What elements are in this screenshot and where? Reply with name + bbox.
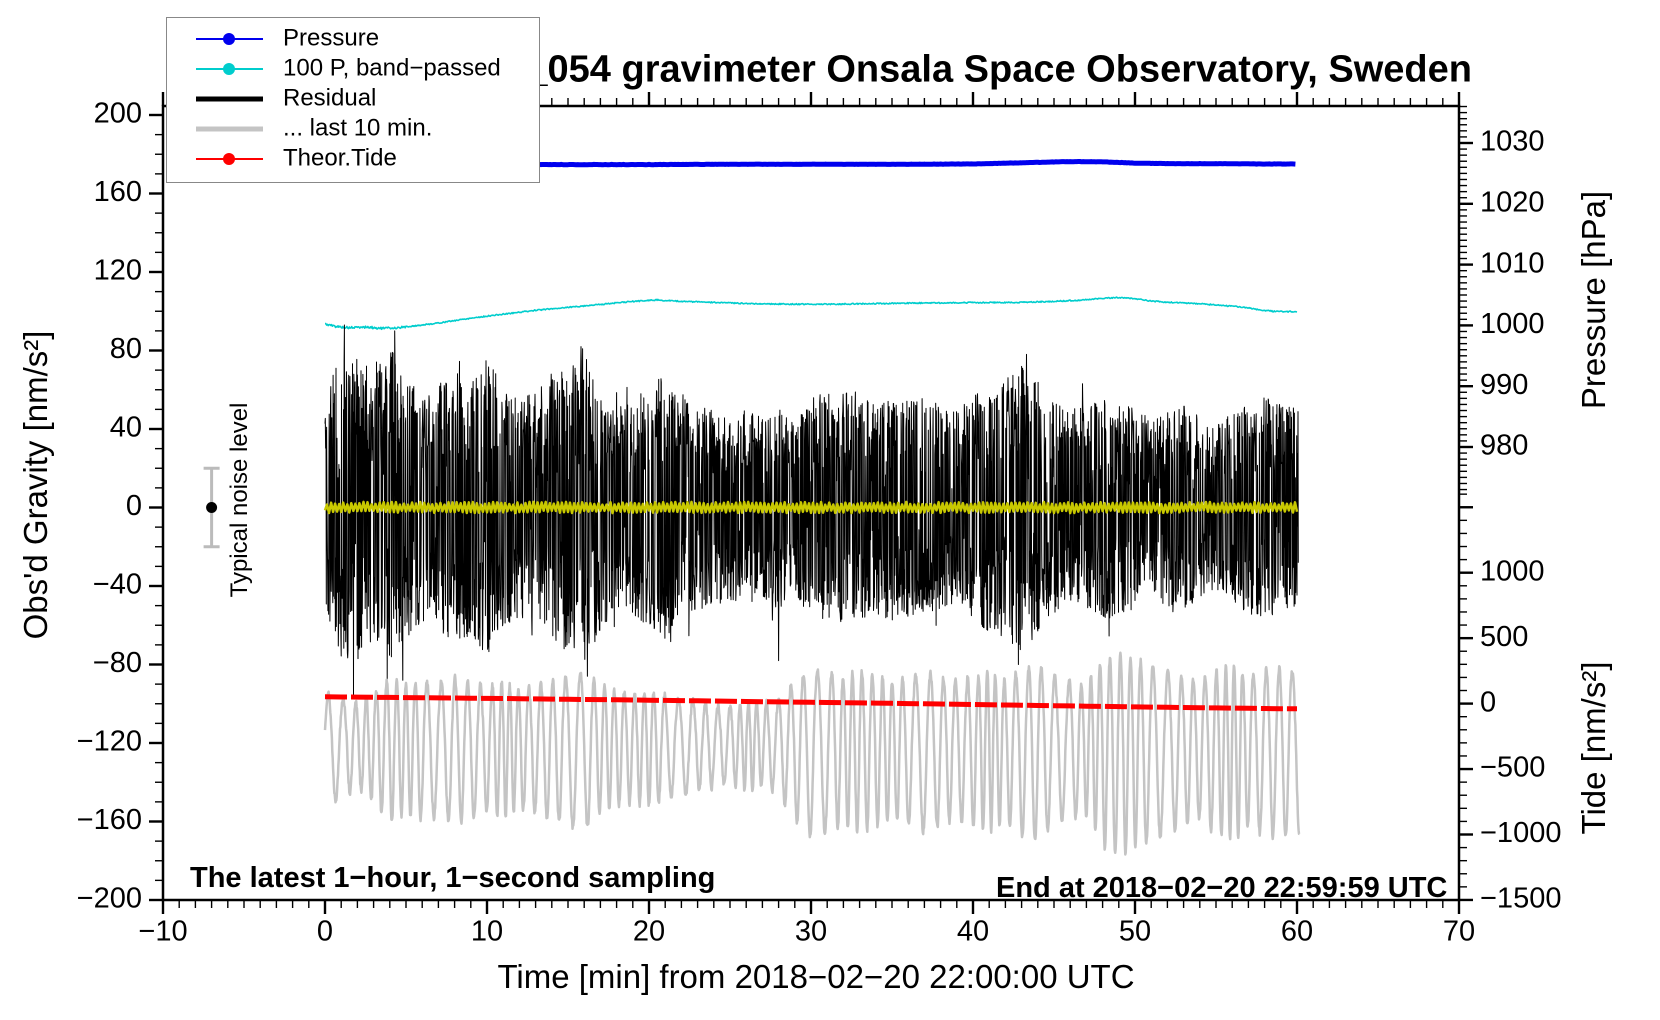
legend-label: ... last 10 min.: [283, 114, 433, 142]
tick-label: −160: [77, 804, 142, 836]
legend-swatch: [196, 126, 263, 132]
tick-label: 1010: [1480, 247, 1545, 279]
tick-label: 1000: [1480, 308, 1545, 340]
tick-label: 120: [94, 255, 142, 287]
tick-label: 160: [94, 176, 142, 208]
tick-label: −1500: [1480, 883, 1561, 915]
y-axis-right-tide-title: Tide [nm/s²]: [1575, 661, 1612, 835]
legend-label: Theor.Tide: [283, 144, 397, 172]
tick-label: 80: [110, 333, 142, 365]
tick-label: 40: [957, 916, 989, 948]
legend-box: Pressure 100 P, band−passed Residual... la…: [166, 17, 540, 183]
series-layer: [323, 159, 1301, 856]
tick-label: 0: [1480, 686, 1496, 718]
legend-swatch: [196, 63, 263, 75]
series-last-10-min: [323, 651, 1301, 856]
tick-label: 50: [1119, 916, 1151, 948]
annotation-end-time: End at 2018−02−20 22:59:59 UTC: [996, 872, 1448, 904]
tick-label: 70: [1443, 916, 1475, 948]
tick-label: 1000: [1480, 555, 1545, 587]
legend-item-2: Residual: [167, 84, 539, 114]
legend-item-3: ... last 10 min.: [167, 114, 539, 144]
plot-frame: [161, 104, 1461, 902]
legend-swatch: [196, 153, 263, 165]
tick-label: 1020: [1480, 186, 1545, 218]
tick-label: 990: [1480, 369, 1528, 401]
tick-label: 200: [94, 98, 142, 130]
tick-label: −120: [77, 726, 142, 758]
tick-label: 980: [1480, 430, 1528, 462]
legend-label: Pressure: [283, 24, 380, 52]
legend-item-1: 100 P, band−passed: [167, 54, 539, 84]
noise-level-label: Typical noise level: [226, 402, 253, 598]
tick-label: 30: [795, 916, 827, 948]
axes-layer: −10 0 10 20 30 40 50 60 7020016012080400−40−80−1…: [77, 92, 1561, 948]
legend-swatch: [196, 33, 263, 45]
noise-level-marker: [203, 466, 220, 549]
tick-label: −500: [1480, 752, 1545, 784]
chart-title: SCG_054 gravimeter Onsala Space Observat…: [444, 48, 1472, 91]
tick-label: −80: [93, 647, 142, 679]
tick-label: −10: [138, 916, 187, 948]
tick-label: 10: [471, 916, 503, 948]
tick-label: −40: [93, 569, 142, 601]
legend-label: Residual: [283, 84, 377, 112]
legend-item-4: Theor.Tide: [167, 144, 539, 174]
tick-label: 500: [1480, 621, 1528, 653]
tick-label: 60: [1281, 916, 1313, 948]
tick-label: 0: [317, 916, 333, 948]
series-residual-smoothed: [323, 500, 1299, 515]
tick-label: 1030: [1480, 126, 1545, 158]
tick-label: 20: [633, 916, 665, 948]
legend-item-0: Pressure: [167, 24, 539, 54]
series-theor-tide: [324, 694, 1298, 712]
series-residual: [324, 324, 1299, 697]
annotation-sampling: The latest 1−hour, 1−second sampling: [190, 862, 716, 894]
y-axis-right-pressure-title: Pressure [hPa]: [1575, 190, 1612, 410]
tick-label: −1000: [1480, 817, 1561, 849]
tick-label: 40: [110, 412, 142, 444]
series-band-passed: [325, 296, 1298, 331]
legend-swatch: [196, 96, 263, 102]
tick-label: −200: [77, 883, 142, 915]
legend-label: 100 P, band−passed: [283, 54, 501, 82]
tick-label: 0: [126, 490, 142, 522]
y-axis-left-title: Obs'd Gravity [nm/s²]: [17, 330, 54, 640]
x-axis-title: Time [min] from 2018−02−20 22:00:00 UTC: [497, 958, 1135, 995]
